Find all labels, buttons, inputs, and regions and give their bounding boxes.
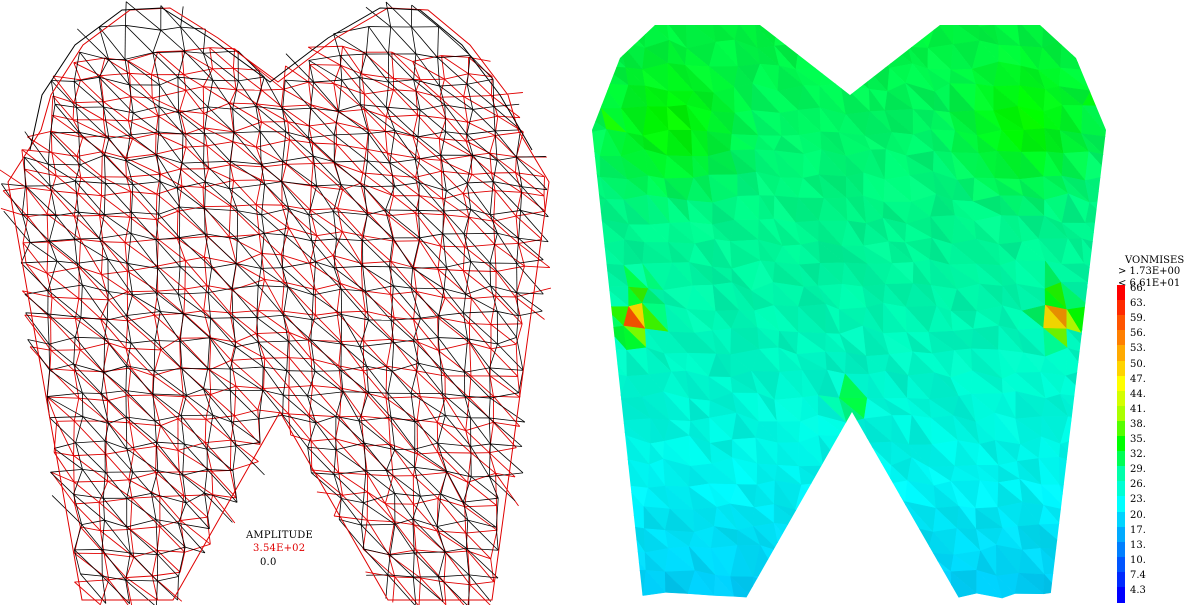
colorbar-tick-label: 41.: [1130, 404, 1146, 415]
colorbar-swatch: [1117, 421, 1125, 437]
colorbar-swatch: [1117, 406, 1125, 422]
colorbar-swatch: [1117, 436, 1125, 452]
colorbar-tick-label: 66.: [1130, 283, 1146, 294]
deformed-mesh-panel: AMPLITUDE 3.54E+02 0.0: [0, 0, 560, 605]
amplitude-min: 0.0: [260, 557, 277, 568]
colorbar-swatch: [1117, 376, 1125, 392]
colorbar-swatch: [1117, 572, 1125, 588]
colorbar-tick-label: 7.4: [1130, 570, 1146, 581]
colorbar-tick-label: 53.: [1130, 343, 1146, 354]
colorbar-swatch: [1117, 330, 1125, 346]
colorbar-swatch: [1117, 527, 1125, 543]
stress-plot: [580, 0, 1140, 605]
stress-elements: [580, 0, 1135, 599]
colorbar-tick-label: 38.: [1130, 419, 1146, 430]
colorbar-swatch: [1117, 451, 1125, 467]
amplitude-title: AMPLITUDE: [246, 530, 313, 541]
colorbar-swatch: [1117, 315, 1125, 331]
stress-field-panel: [580, 0, 1140, 605]
colorbar-swatch: [1117, 512, 1125, 528]
colorbar-tick-label: 50.: [1130, 359, 1146, 370]
vonmises-legend: VONMISES > 1.73E+00 < 6.61E+01 66.63.59.…: [1122, 255, 1192, 605]
colorbar-swatch: [1117, 300, 1125, 316]
deformed-mesh: [0, 46, 551, 605]
colorbar-swatch: [1117, 542, 1125, 558]
colorbar-tick-label: 23.: [1130, 494, 1146, 505]
legend-lower-bound: > 1.73E+00: [1118, 266, 1180, 277]
mesh-plot: [0, 0, 560, 605]
colorbar-tick-label: 10.: [1130, 555, 1146, 566]
colorbar-tick-label: 47.: [1130, 374, 1146, 385]
colorbar-tick-label: 20.: [1130, 510, 1146, 521]
colorbar-tick-label: 17.: [1130, 525, 1146, 536]
colorbar-tick-label: 32.: [1130, 449, 1146, 460]
colorbar-tick-label: 63.: [1130, 298, 1146, 309]
colorbar-tick-label: 56.: [1130, 328, 1146, 339]
colorbar-swatch: [1117, 285, 1125, 301]
colorbar-swatch: [1117, 557, 1125, 573]
legend-upper-bound: < 6.61E+01: [1118, 278, 1180, 289]
colorbar-swatch: [1117, 466, 1125, 482]
colorbar-tick-label: 13.: [1130, 540, 1146, 551]
colorbar-swatch: [1117, 587, 1125, 603]
colorbar-swatch: [1117, 361, 1125, 377]
colorbar-swatch: [1117, 481, 1125, 497]
colorbar-swatch: [1117, 391, 1125, 407]
colorbar-tick-label: 44.: [1130, 389, 1146, 400]
legend-title: VONMISES: [1125, 255, 1184, 266]
colorbar-tick-label: 29.: [1130, 464, 1146, 475]
amplitude-max: 3.54E+02: [253, 543, 305, 554]
colorbar-tick-label: 35.: [1130, 434, 1146, 445]
colorbar-tick-label: 59.: [1130, 313, 1146, 324]
colorbar-tick-label: 4.3: [1130, 585, 1146, 596]
colorbar-swatch: [1117, 345, 1125, 361]
colorbar-swatch: [1117, 496, 1125, 512]
colorbar-tick-label: 26.: [1130, 479, 1146, 490]
